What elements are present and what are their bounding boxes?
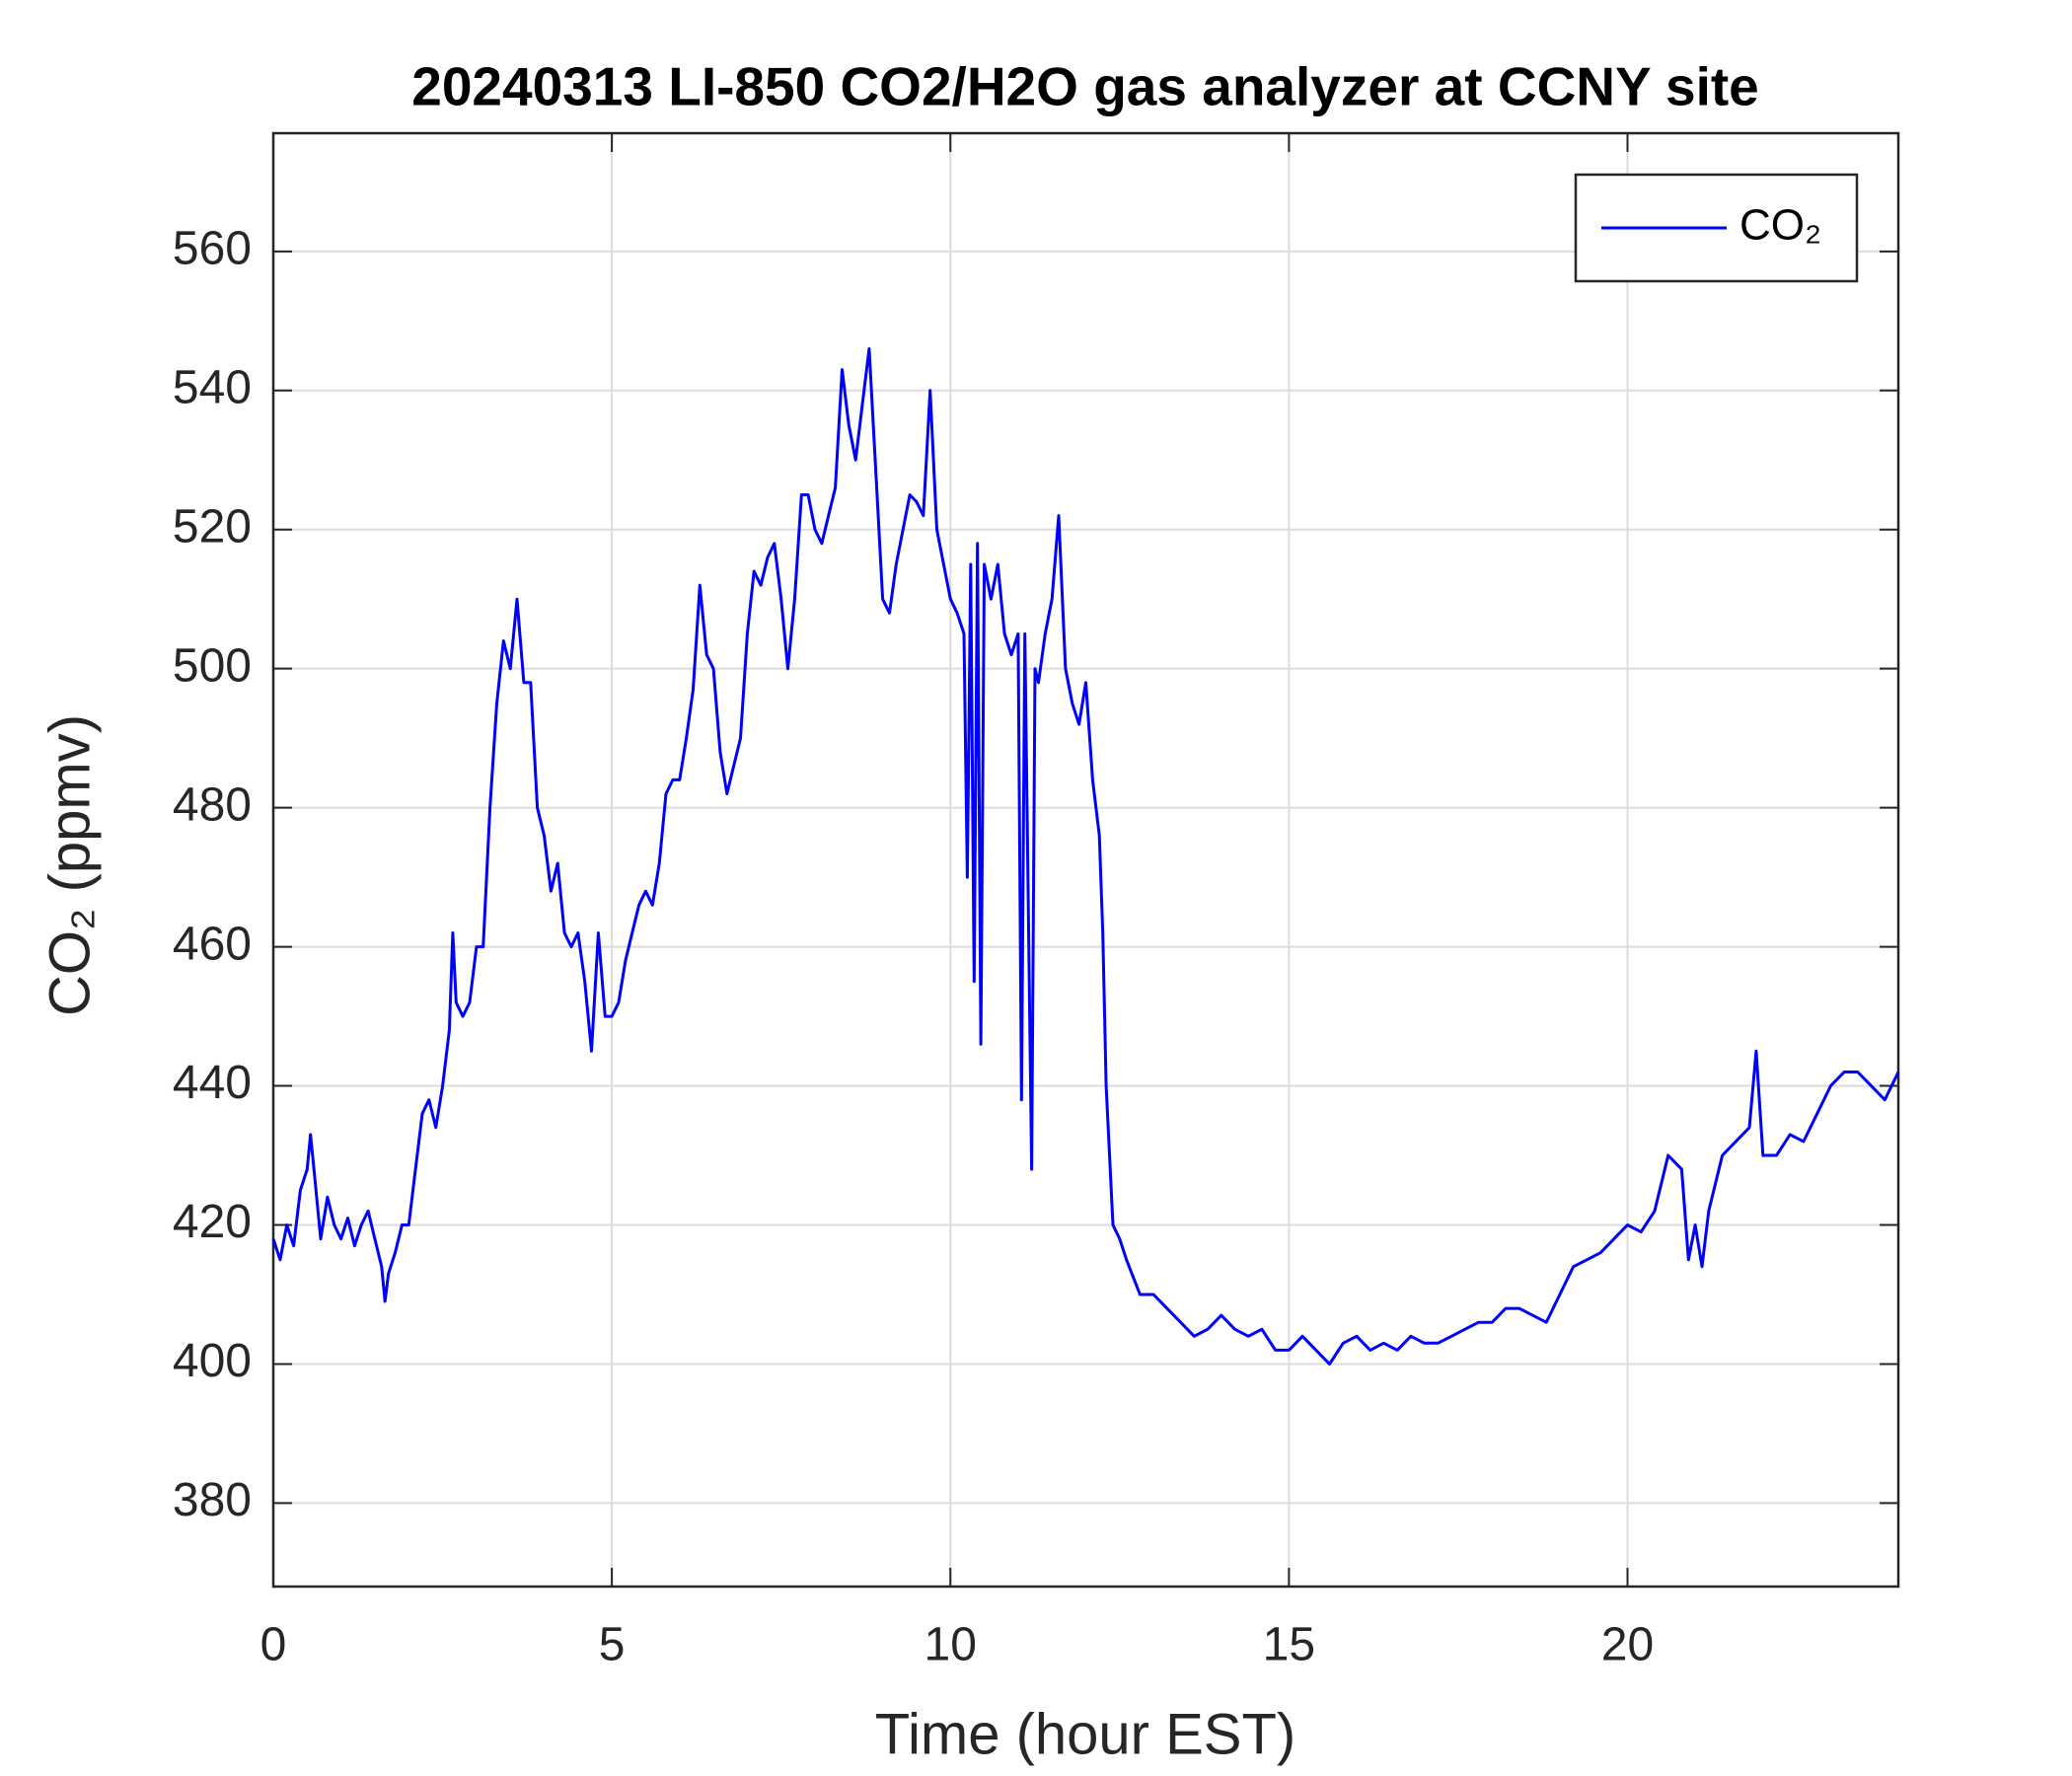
y-tick-label: 460 [173,918,252,970]
y-axis-label: CO₂ (ppmv) [37,714,102,1016]
y-tick-label: 540 [173,361,252,413]
data-line [271,347,1900,1366]
y-tick-label: 400 [173,1335,252,1387]
y-tick-label: 520 [173,500,252,553]
chart-title: 20240313 LI-850 CO2/H2O gas analyzer at … [411,56,1759,117]
y-tick-label: 500 [173,639,252,692]
x-tick-label: 0 [260,1619,287,1671]
legend-label: CO₂ [1739,201,1821,250]
y-tick-label: 560 [173,222,252,274]
y-tick-label: 420 [173,1196,252,1248]
y-tick-label: 380 [173,1474,252,1526]
plot-frame [271,131,1900,1589]
x-axis-label: Time (hour EST) [875,1702,1295,1766]
y-tick-label: 480 [173,778,252,831]
x-tick-label: 15 [1263,1619,1315,1671]
x-tick-label: 5 [599,1619,626,1671]
x-tick-label: 10 [925,1619,977,1671]
y-tick-label: 440 [173,1057,252,1109]
x-tick-label: 20 [1601,1619,1654,1671]
